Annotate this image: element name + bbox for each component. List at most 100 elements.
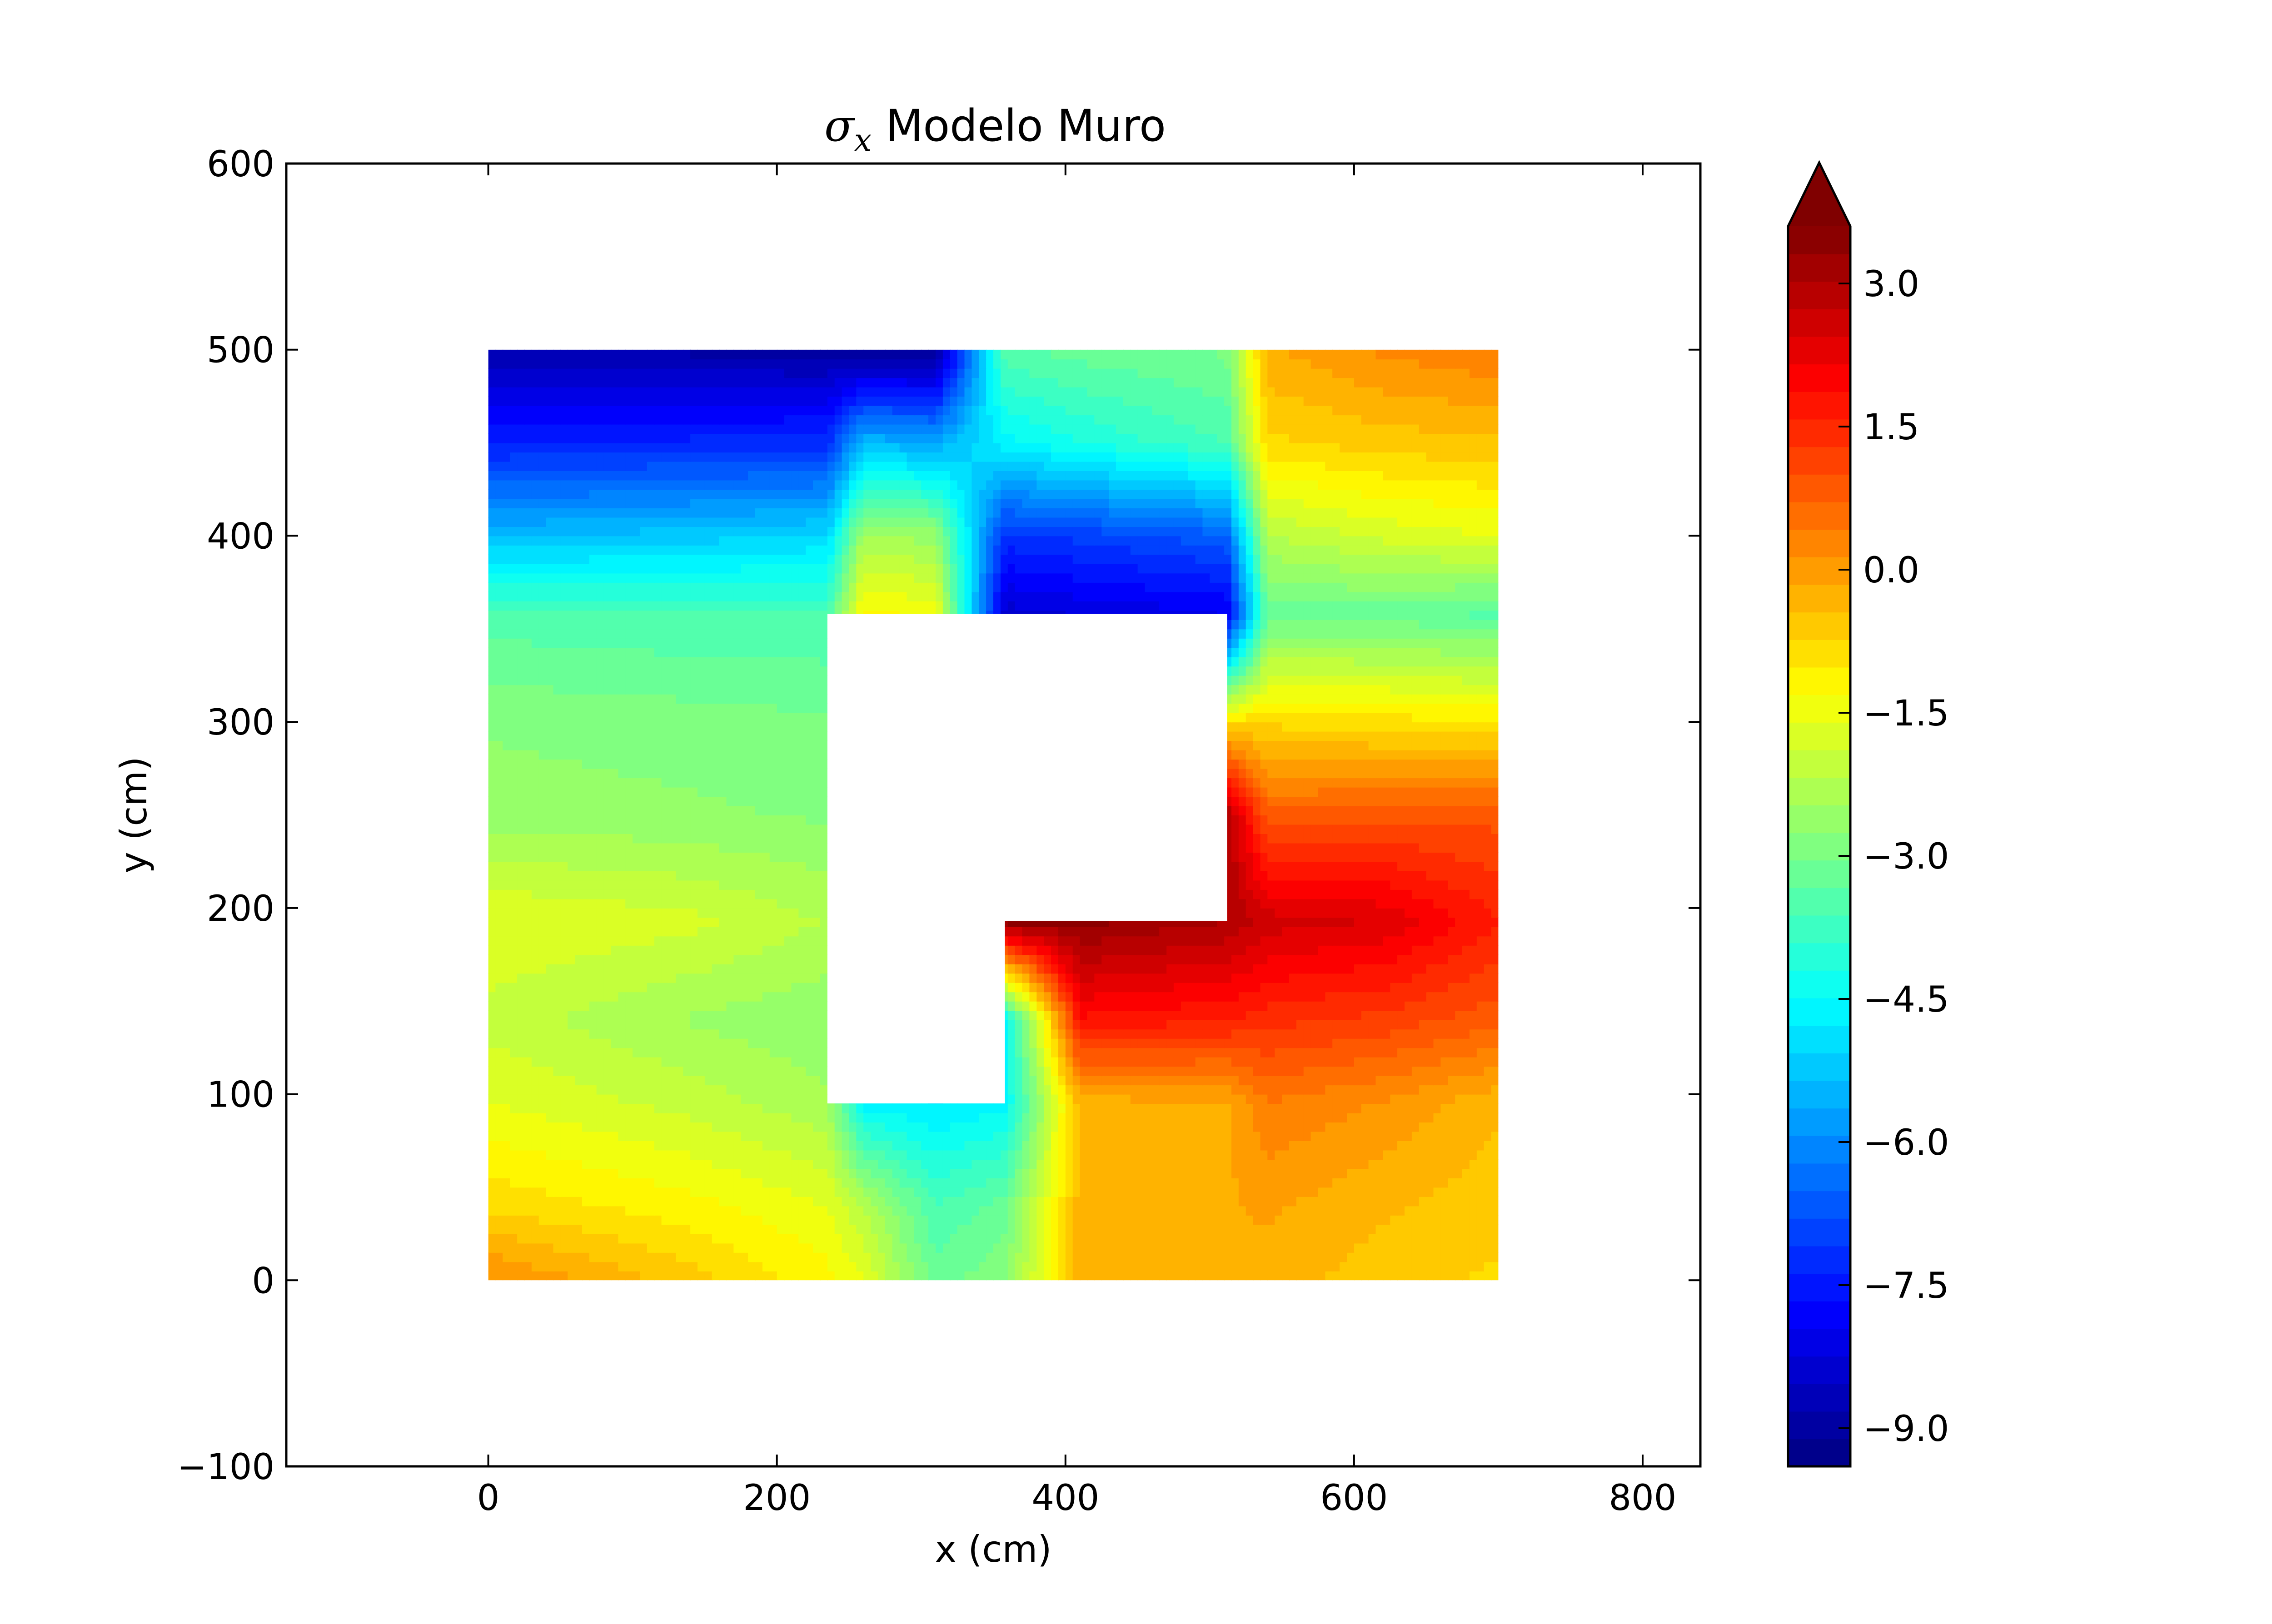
- contour-cell: [488, 1177, 496, 1188]
- contour-cell: [1469, 1206, 1477, 1216]
- contour-cell: [1361, 1196, 1369, 1207]
- contour-cell: [1224, 1094, 1232, 1104]
- contour-cell: [1145, 1112, 1153, 1122]
- contour-cell: [1375, 1122, 1384, 1132]
- contour-cell: [1044, 1131, 1051, 1141]
- contour-cell: [885, 1038, 893, 1048]
- contour-cell: [1405, 1196, 1412, 1207]
- contour-cell: [510, 1112, 518, 1122]
- contour-cell: [640, 1215, 648, 1225]
- contour-cell: [755, 1094, 763, 1104]
- contour-cell: [762, 1206, 770, 1216]
- contour-cell: [950, 982, 958, 993]
- contour-cell: [1087, 945, 1095, 955]
- contour-cell: [704, 1094, 712, 1104]
- contour-cell: [1246, 1029, 1254, 1039]
- contour-cell: [1072, 1159, 1081, 1169]
- contour-cell: [625, 992, 633, 1002]
- contour-cell: [1448, 954, 1456, 964]
- contour-cell: [950, 1141, 958, 1151]
- contour-cell: [892, 1057, 900, 1067]
- contour-cell: [1332, 1057, 1340, 1067]
- contour-cell: [1022, 973, 1030, 983]
- contour-cell: [748, 1271, 756, 1281]
- contour-cell: [907, 1168, 915, 1178]
- contour-cell: [517, 1252, 525, 1262]
- contour-cell: [1462, 1057, 1470, 1067]
- contour-cell: [1072, 982, 1081, 993]
- contour-cell: [1007, 1252, 1016, 1262]
- contour-cell: [1267, 1019, 1276, 1030]
- contour-cell: [1411, 1029, 1420, 1039]
- contour-cell: [1448, 1122, 1456, 1132]
- contour-cell: [596, 1168, 604, 1178]
- contour-cell: [596, 1019, 604, 1030]
- contour-cell: [762, 1159, 770, 1169]
- contour-cell: [704, 1001, 712, 1011]
- contour-cell: [1044, 1261, 1051, 1271]
- contour-cell: [1152, 954, 1160, 964]
- contour-cell: [748, 1215, 756, 1225]
- contour-cell: [683, 1103, 691, 1113]
- contour-cell: [993, 1224, 1001, 1234]
- contour-cell: [813, 1066, 821, 1076]
- contour-cell: [1051, 1271, 1059, 1281]
- contour-cell: [964, 973, 972, 983]
- contour-cell: [1340, 1029, 1347, 1039]
- contour-cell: [907, 973, 915, 983]
- contour-cell: [1029, 1066, 1037, 1076]
- contour-cell: [1361, 1066, 1369, 1076]
- contour-cell: [892, 1261, 900, 1271]
- contour-cell: [690, 1271, 698, 1281]
- contour-cell: [1051, 1150, 1059, 1160]
- contour-cell: [1101, 1168, 1110, 1178]
- contour-cell: [1036, 1243, 1045, 1253]
- contour-cell: [1051, 1048, 1059, 1058]
- contour-cell: [1347, 1177, 1355, 1188]
- contour-cell: [1310, 1215, 1319, 1225]
- contour-cell: [1390, 954, 1398, 964]
- contour-cell: [964, 1103, 972, 1113]
- contour-cell: [942, 992, 951, 1002]
- contour-cell: [769, 1206, 777, 1216]
- contour-cell: [538, 1048, 547, 1058]
- contour-cell: [1455, 1141, 1463, 1151]
- contour-cell: [1347, 1094, 1355, 1104]
- contour-cell: [993, 1048, 1001, 1058]
- contour-cell: [1462, 1048, 1470, 1058]
- contour-cell: [546, 1057, 554, 1067]
- contour-cell: [820, 1271, 828, 1281]
- contour-cell: [878, 1094, 886, 1104]
- contour-cell: [683, 1187, 691, 1197]
- contour-cell: [1260, 1057, 1268, 1067]
- contour-cell: [1303, 1233, 1311, 1244]
- contour-cell: [806, 1224, 814, 1234]
- contour-cell: [871, 954, 878, 964]
- contour-cell: [741, 1001, 749, 1011]
- contour-cell: [849, 1103, 857, 1113]
- contour-cell: [777, 1233, 785, 1244]
- contour-cell: [1188, 1224, 1196, 1234]
- contour-cell: [596, 1131, 604, 1141]
- contour-cell: [698, 1131, 705, 1141]
- contour-cell: [1354, 1159, 1362, 1169]
- contour-cell: [1397, 1075, 1405, 1086]
- contour-cell: [950, 1177, 958, 1188]
- contour-cell: [1181, 1215, 1189, 1225]
- contour-cell: [1137, 1010, 1146, 1020]
- contour-cell: [1296, 982, 1304, 993]
- contour-cell: [661, 1001, 669, 1011]
- contour-cell: [928, 1196, 936, 1207]
- contour-cell: [1375, 992, 1384, 1002]
- contour-cell: [1340, 982, 1347, 993]
- contour-cell: [618, 1243, 626, 1253]
- contour-cell: [503, 1187, 511, 1197]
- contour-cell: [538, 963, 547, 974]
- contour-cell: [1440, 1048, 1449, 1058]
- contour-cell: [1166, 1001, 1174, 1011]
- contour-cell: [676, 1177, 684, 1188]
- contour-cell: [834, 1150, 842, 1160]
- contour-cell: [1224, 1177, 1232, 1188]
- contour-cell: [1195, 1261, 1203, 1271]
- contour-cell: [755, 1122, 763, 1132]
